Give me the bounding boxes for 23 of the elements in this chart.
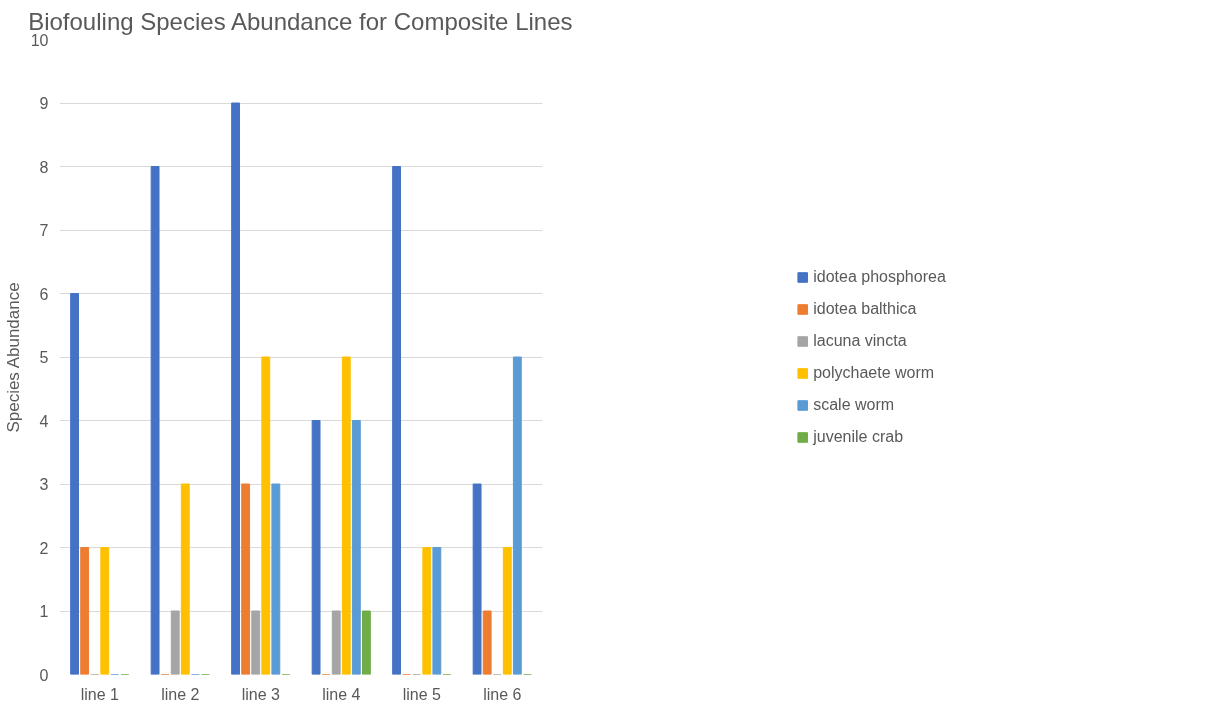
y-tick-label: 4: [39, 412, 49, 430]
legend-label: polychaete worm: [813, 363, 935, 382]
y-tick-label: 2: [39, 539, 49, 557]
legend-label: juvenile crab: [813, 427, 904, 446]
y-tick-label: 0: [39, 666, 49, 684]
x-tick-label: line 6: [483, 685, 522, 703]
y-tick-label: 6: [39, 285, 49, 303]
y-tick-label: 3: [39, 476, 49, 493]
y-tick-label: 8: [39, 158, 49, 176]
y-tick-label: 7: [39, 222, 49, 239]
legend-label: scale worm: [813, 395, 895, 414]
legend-label: lacuna vincta: [813, 331, 907, 350]
legend-label: idotea phosphorea: [813, 267, 946, 286]
y-tick-label: 9: [39, 95, 49, 112]
x-tick-label: line 2: [161, 685, 200, 703]
x-tick-label: line 4: [322, 685, 361, 703]
x-tick-label: line 1: [80, 685, 119, 703]
y-tick-label: 5: [39, 349, 49, 366]
x-tick-label: line 5: [402, 685, 441, 703]
legend-label: idotea balthica: [813, 299, 917, 318]
x-tick-label: line 3: [241, 685, 280, 703]
y-axis-title: Species Abundance: [3, 282, 23, 433]
y-tick-label: 1: [39, 603, 49, 620]
